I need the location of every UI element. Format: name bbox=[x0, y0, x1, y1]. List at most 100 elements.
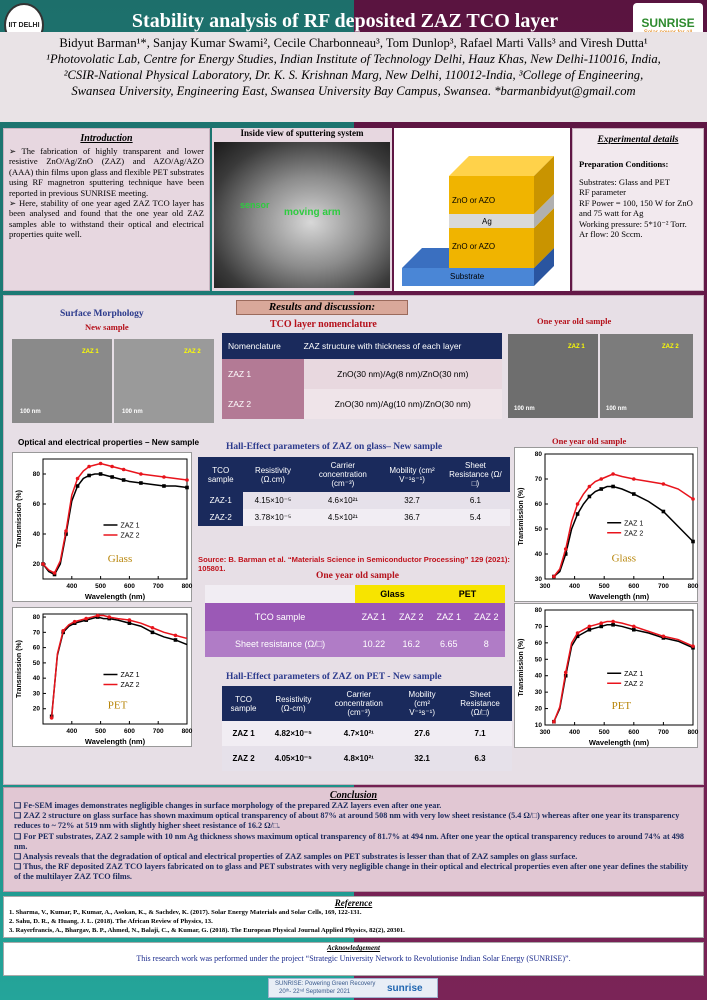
layer-label-bottom: ZnO or AZO bbox=[452, 242, 496, 251]
old-optical-heading: One year old sample bbox=[552, 436, 627, 446]
x-tick-label: 500 bbox=[95, 583, 106, 590]
hg-col-5: Sheet Resistance (Ω/□) bbox=[449, 461, 502, 488]
ot-b3: 6.65 bbox=[440, 639, 458, 649]
ot-b0: Sheet resistance (Ω/□) bbox=[234, 639, 326, 649]
data-point bbox=[691, 539, 695, 544]
ot-a3: ZAZ 1 bbox=[436, 612, 462, 622]
exp-line-2: RF parameter bbox=[579, 187, 627, 198]
exp-heading: Experimental details bbox=[597, 135, 679, 145]
sem-label: ZAZ 1 bbox=[82, 349, 99, 355]
footer-line-2: 20ᵗʰ- 22ⁿᵈ September 2021 bbox=[279, 989, 351, 995]
hall-pet-heading: Hall-Effect parameters of ZAZ on PET - N… bbox=[226, 672, 442, 682]
data-point bbox=[599, 624, 604, 629]
x-tick-label: 800 bbox=[182, 583, 193, 590]
footer-banner: SUNRISE: Powering Green Recovery 20ᵗʰ- 2… bbox=[268, 978, 438, 998]
reference-heading: Reference bbox=[334, 898, 373, 908]
legend-label: ZAZ 1 bbox=[120, 672, 139, 679]
data-point bbox=[162, 475, 166, 479]
data-point bbox=[611, 619, 615, 624]
data-point bbox=[127, 621, 132, 625]
reference-panel: Reference 1. Sharma, V., Kumar, P., Kuma… bbox=[3, 896, 704, 938]
reference-1: 1. Sharma, V., Kumar, P., Kumar, A., Aso… bbox=[9, 909, 362, 916]
y-tick-label: 80 bbox=[535, 451, 543, 458]
conclusion-heading: Conclusion bbox=[329, 790, 378, 801]
y-tick-label: 70 bbox=[33, 629, 41, 636]
top-zno-layer bbox=[449, 176, 534, 214]
data-point bbox=[139, 472, 143, 476]
data-point bbox=[587, 494, 592, 499]
data-point bbox=[121, 478, 126, 482]
x-tick-label: 500 bbox=[95, 728, 106, 735]
nomen-r1-struct: ZnO(30 nm)/Ag(8 nm)/ZnO(30 nm) bbox=[303, 359, 502, 389]
sem-label: ZAZ 2 bbox=[662, 344, 679, 350]
legend-label: ZAZ 1 bbox=[120, 523, 139, 530]
hg-col-3: Carrier concentration (cm⁻³) bbox=[318, 461, 367, 488]
data-point bbox=[185, 485, 189, 490]
hp-r2-c1: ZAZ 2 bbox=[232, 754, 255, 763]
x-axis-label: Wavelength (nm) bbox=[85, 592, 146, 601]
hg-col-4: Mobility (cm² V⁻¹s⁻¹) bbox=[389, 465, 435, 484]
chart-annotation: Glass bbox=[612, 553, 636, 565]
x-tick-label: 600 bbox=[628, 729, 639, 736]
data-point bbox=[75, 476, 80, 481]
ot-a4: ZAZ 2 bbox=[473, 612, 499, 622]
ot-b1: 10.22 bbox=[362, 639, 386, 649]
data-point bbox=[691, 497, 695, 501]
x-tick-label: 500 bbox=[599, 729, 610, 736]
conclusion-item-3: ❑ For PET substrates, ZAZ 2 sample with … bbox=[14, 831, 685, 851]
hp-r1-c3: 4.7×10²¹ bbox=[343, 729, 374, 738]
new-sample-heading: New sample bbox=[85, 322, 129, 332]
y-tick-label: 40 bbox=[535, 551, 543, 558]
data-point bbox=[72, 619, 77, 624]
scale-bar: 100 nm bbox=[514, 406, 535, 412]
stack-diagram: ZnO or AZO Ag ZnO or AZO Substrate bbox=[394, 128, 570, 291]
data-point bbox=[575, 512, 580, 516]
y-tick-label: 40 bbox=[535, 673, 543, 680]
y-tick-label: 10 bbox=[535, 722, 543, 729]
hp-r2-c4: 32.1 bbox=[414, 754, 430, 763]
data-point bbox=[121, 467, 126, 472]
y-tick-label: 30 bbox=[33, 690, 41, 697]
chart-glass-old: 300 400 500 600 700 800 30 40 50 60 70 80 Wavelength… bbox=[514, 447, 699, 602]
results-heading: Results and discussion: bbox=[236, 300, 408, 315]
x-tick-label: 800 bbox=[182, 728, 193, 735]
hp-r2-c5: 6.3 bbox=[474, 754, 486, 763]
data-point bbox=[49, 716, 54, 720]
x-tick-label: 700 bbox=[658, 729, 669, 736]
data-point bbox=[599, 487, 604, 491]
x-tick-label: 600 bbox=[124, 728, 135, 735]
data-point bbox=[661, 634, 666, 639]
y-tick-label: 70 bbox=[535, 476, 543, 483]
legend-label: ZAZ 2 bbox=[624, 681, 643, 688]
intro-heading: Introduction bbox=[80, 133, 133, 144]
conclusion-item-2: ❑ ZAZ 2 structure on glass surface has s… bbox=[14, 811, 680, 831]
x-axis-label: Wavelength (nm) bbox=[589, 592, 650, 601]
chart-pet-new: 400 500 600 700 800 20 30 40 50 60 70 80 Wavelength … bbox=[12, 607, 193, 747]
series-line-zaz1 bbox=[50, 616, 188, 717]
y-tick-label: 60 bbox=[33, 501, 41, 508]
hg-r1-c3: 4.6×10²¹ bbox=[327, 496, 358, 505]
ot-a1: ZAZ 1 bbox=[361, 612, 387, 622]
data-point bbox=[599, 621, 604, 625]
y-tick-label: 20 bbox=[535, 706, 543, 713]
author-block: Bidyut Barman¹*, Sanjay Kumar Swami², Ce… bbox=[0, 33, 707, 129]
data-point bbox=[41, 562, 45, 566]
data-point bbox=[75, 484, 80, 488]
hg-r1-c4: 32.7 bbox=[404, 496, 420, 505]
stack-svg bbox=[402, 156, 554, 286]
hg-col-2: Resistivity (Ω.cm) bbox=[254, 465, 291, 484]
scale-bar: 100 nm bbox=[122, 409, 143, 415]
data-point bbox=[632, 624, 636, 629]
ag-layer bbox=[449, 214, 534, 228]
data-point bbox=[95, 613, 100, 618]
x-tick-label: 300 bbox=[540, 729, 551, 736]
x-tick-label: 500 bbox=[599, 583, 610, 590]
chart-pet-old: 300 400 500 600 700 800 10 20 30 40 50 60 70 80 Wavele… bbox=[514, 603, 699, 748]
hg-col-1: TCO sample bbox=[207, 465, 234, 484]
sem-new-zaz1: ZAZ 1 100 nm bbox=[12, 339, 112, 423]
sem-new-zaz2: ZAZ 2 100 nm bbox=[114, 339, 214, 423]
x-tick-label: 400 bbox=[66, 728, 77, 735]
ot-a0: TCO sample bbox=[254, 612, 306, 622]
x-tick-label: 800 bbox=[688, 729, 699, 736]
ot-b2: 16.2 bbox=[402, 639, 421, 649]
